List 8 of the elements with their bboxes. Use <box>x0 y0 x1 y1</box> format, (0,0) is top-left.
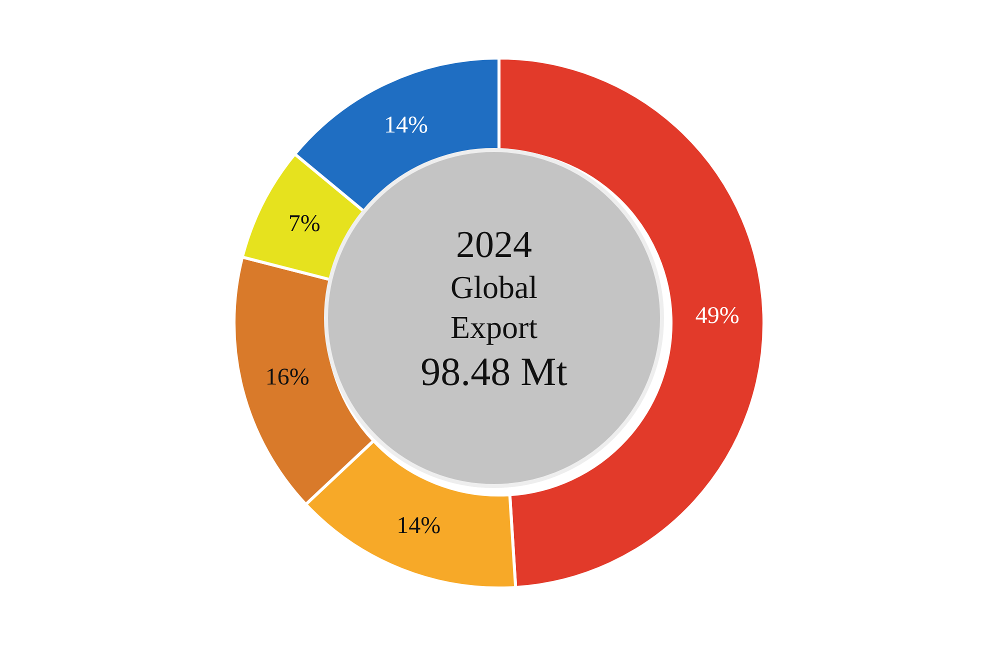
text: 2024 <box>455 223 533 267</box>
data-label: 16% <box>265 364 310 390</box>
data-label: 14% <box>384 112 428 138</box>
text: 98.48 Mt <box>420 348 568 396</box>
data-label: 7% <box>288 210 320 237</box>
text: Global Export <box>449 268 539 347</box>
data-label: 49% <box>695 303 740 330</box>
data-label: 14% <box>396 513 441 540</box>
